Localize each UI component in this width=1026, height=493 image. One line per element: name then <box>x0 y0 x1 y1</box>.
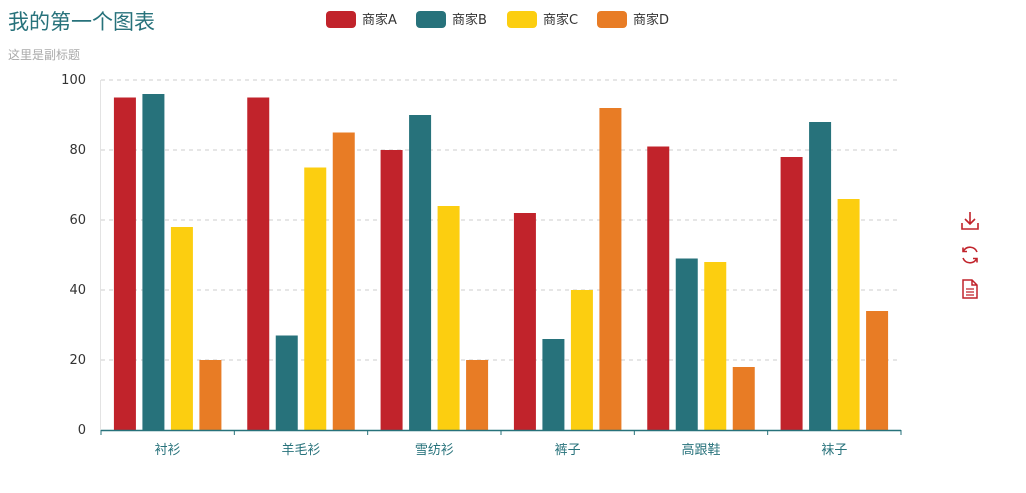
y-tick-label: 60 <box>69 213 86 228</box>
bar <box>570 290 593 430</box>
bar <box>275 335 298 430</box>
x-tick-label: 雪纺衫 <box>415 443 454 458</box>
x-tick-label: 高跟鞋 <box>681 442 720 458</box>
bar <box>304 167 327 430</box>
bar <box>113 97 136 430</box>
bar <box>542 339 565 430</box>
x-tick-label: 衬衫 <box>155 443 181 458</box>
legend-item[interactable]: 商家C <box>507 11 578 28</box>
legend-swatch <box>597 11 627 28</box>
y-axis: 0 20 40 60 80 100 <box>61 73 101 438</box>
x-tick-label: 羊毛衫 <box>281 442 320 458</box>
legend: 商家A 商家B 商家C 商家D <box>326 11 669 28</box>
toolbox <box>960 211 980 299</box>
bar <box>809 122 832 430</box>
bar <box>732 367 755 430</box>
chart-subtitle: 这里是副标题 <box>8 48 81 62</box>
refresh-icon[interactable] <box>960 245 980 265</box>
bar <box>199 360 222 430</box>
bar <box>409 115 432 430</box>
bar <box>437 206 460 430</box>
bar <box>380 150 403 430</box>
legend-item[interactable]: 商家B <box>416 11 487 28</box>
grid-lines <box>101 79 901 361</box>
y-tick-label: 20 <box>69 353 86 368</box>
legend-swatch <box>507 11 537 28</box>
y-tick-label: 40 <box>69 283 86 298</box>
chart-title: 我的第一个图表 <box>8 10 155 34</box>
bar <box>704 262 727 430</box>
bar <box>466 360 489 430</box>
bar <box>142 94 165 430</box>
legend-label: 商家A <box>362 12 397 28</box>
bar <box>780 157 803 430</box>
bar <box>332 132 355 430</box>
bar <box>647 146 670 430</box>
legend-swatch <box>326 11 356 28</box>
y-tick-label: 80 <box>69 143 86 158</box>
legend-item[interactable]: 商家A <box>326 11 397 28</box>
bar <box>513 213 536 430</box>
bar <box>247 97 270 430</box>
legend-label: 商家B <box>452 12 487 28</box>
data-view-icon[interactable] <box>962 279 978 299</box>
x-axis: 衬衫 羊毛衫 雪纺衫 裤子 高跟鞋 袜子 <box>100 429 902 458</box>
y-tick-label: 0 <box>78 423 86 438</box>
legend-item[interactable]: 商家D <box>597 11 669 28</box>
bar <box>599 108 622 430</box>
bar <box>170 227 193 430</box>
bar <box>675 258 698 430</box>
download-icon[interactable] <box>960 211 980 231</box>
bar <box>837 199 860 430</box>
legend-label: 商家D <box>633 12 669 28</box>
bars <box>113 94 889 430</box>
legend-swatch <box>416 11 446 28</box>
legend-label: 商家C <box>543 12 578 28</box>
x-tick-label: 裤子 <box>555 443 581 458</box>
bar <box>866 311 889 430</box>
x-tick-label: 袜子 <box>821 443 847 458</box>
y-tick-label: 100 <box>61 73 86 88</box>
